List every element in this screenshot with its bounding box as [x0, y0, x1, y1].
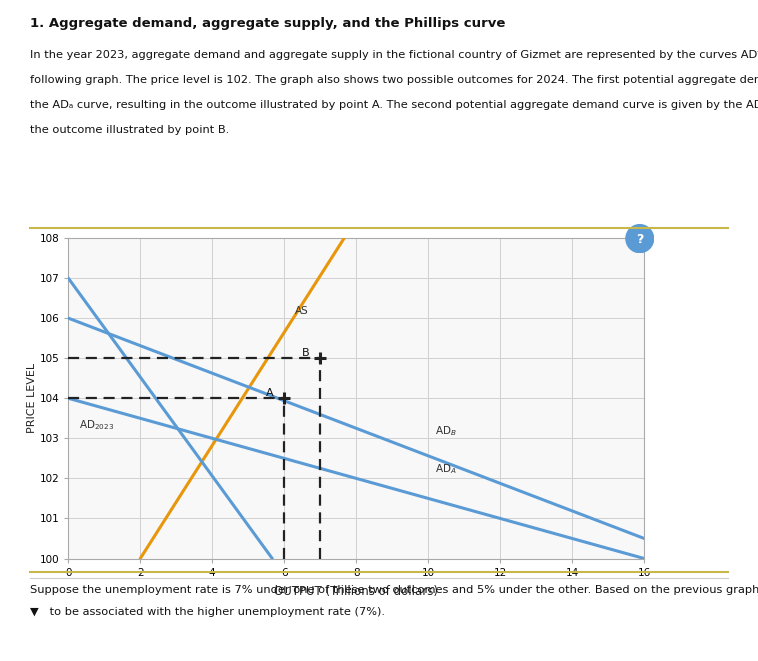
- Text: AS: AS: [295, 306, 309, 316]
- Circle shape: [626, 225, 653, 253]
- Text: AD$_A$: AD$_A$: [435, 463, 457, 476]
- Text: AD$_{2023}$: AD$_{2023}$: [79, 418, 114, 432]
- Text: 1. Aggregate demand, aggregate supply, and the Phillips curve: 1. Aggregate demand, aggregate supply, a…: [30, 17, 506, 30]
- X-axis label: OUTPUT (Trillions of dollars): OUTPUT (Trillions of dollars): [274, 584, 438, 598]
- Text: the ADₐ curve, resulting in the outcome illustrated by point A. The second poten: the ADₐ curve, resulting in the outcome …: [30, 100, 758, 110]
- Text: AD$_B$: AD$_B$: [435, 424, 457, 438]
- Text: A: A: [266, 388, 274, 398]
- Text: following graph. The price level is 102. The graph also shows two possible outco: following graph. The price level is 102.…: [30, 75, 758, 85]
- Text: ?: ?: [636, 233, 644, 246]
- Text: B: B: [302, 348, 310, 358]
- Text: ▼   to be associated with the higher unemployment rate (7%).: ▼ to be associated with the higher unemp…: [30, 607, 385, 617]
- Text: In the year 2023, aggregate demand and aggregate supply in the fictional country: In the year 2023, aggregate demand and a…: [30, 50, 758, 59]
- Text: Suppose the unemployment rate is 7% under one of these two outcomes and 5% under: Suppose the unemployment rate is 7% unde…: [30, 585, 758, 595]
- Y-axis label: PRICE LEVEL: PRICE LEVEL: [27, 363, 37, 434]
- Text: the outcome illustrated by point B.: the outcome illustrated by point B.: [30, 125, 230, 135]
